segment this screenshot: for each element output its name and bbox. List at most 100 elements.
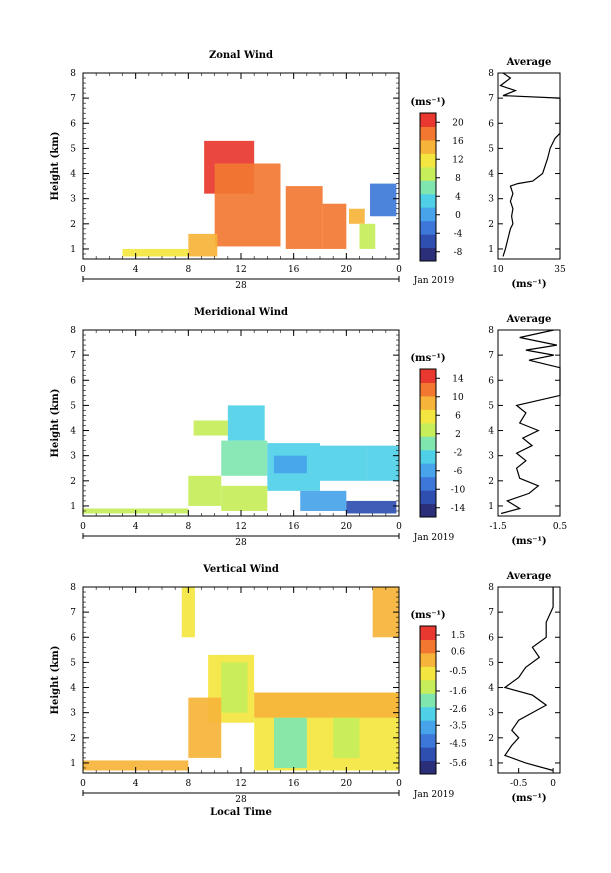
- heatmap-cell: [333, 717, 360, 758]
- profile-x-label: (ms⁻¹): [511, 279, 546, 290]
- profile-y-tick-label: 8: [488, 583, 494, 593]
- profile-y-tick-label: 4: [488, 684, 494, 694]
- profile-y-tick-label: 2: [488, 477, 494, 487]
- y-tick-label: 7: [70, 351, 76, 361]
- y-tick-label: 6: [70, 119, 76, 129]
- colorbar-swatch: [420, 706, 436, 721]
- profile-y-tick-label: 4: [488, 170, 494, 180]
- heatmap-cell: [370, 183, 397, 217]
- heatmap-cell: [83, 760, 189, 771]
- profile-line: [503, 587, 554, 772]
- colorbar-swatch: [420, 490, 436, 505]
- colorbar-swatch: [420, 463, 436, 478]
- colorbar-tick-label: 4: [455, 192, 461, 202]
- heatmap-cell: [359, 223, 376, 249]
- profile-y-tick-label: 8: [488, 69, 494, 79]
- heatmap-cell: [214, 163, 281, 247]
- profile-title: Average: [506, 571, 552, 582]
- colorbar-swatch: [420, 369, 436, 383]
- profile-y-tick-label: 3: [488, 195, 494, 205]
- heatmap-cell: [346, 500, 397, 514]
- x-tick-label: 12: [235, 779, 246, 789]
- month-label: Jan 2019: [413, 276, 455, 286]
- profile-y-tick-label: 3: [488, 452, 494, 462]
- profile-line: [500, 329, 561, 515]
- x-tick-label: 4: [133, 522, 139, 532]
- profile-x-tick-label: -0.5: [510, 779, 528, 789]
- colorbar-tick-label: 1.5: [451, 631, 466, 641]
- colorbar-swatch: [420, 166, 436, 181]
- colorbar-swatch: [420, 679, 436, 694]
- colorbar-swatch: [420, 747, 436, 762]
- y-tick-label: 8: [70, 326, 76, 336]
- colorbar-tick-label: 12: [452, 155, 463, 165]
- x-tick-label: 16: [288, 522, 300, 532]
- heatmap-cell: [254, 692, 399, 718]
- x-tick-label: 8: [185, 265, 191, 275]
- month-label: Jan 2019: [413, 533, 455, 543]
- colorbar-swatch: [420, 113, 436, 127]
- colorbar-swatch: [420, 652, 436, 667]
- colorbar-swatch: [420, 139, 436, 154]
- profile-y-tick-label: 2: [488, 734, 494, 744]
- panel-title: Meridional Wind: [194, 307, 288, 318]
- colorbar-tick-label: 16: [452, 137, 464, 147]
- x-tick-label: 0: [80, 522, 86, 532]
- colorbar-frame: [419, 112, 437, 262]
- y-tick-label: 3: [70, 195, 76, 205]
- profile-y-tick-label: 8: [488, 326, 494, 336]
- heatmap-cell: [181, 587, 195, 638]
- heatmap-cell: [188, 475, 222, 506]
- profile-y-tick-label: 5: [488, 144, 494, 154]
- x-tick-label: 12: [235, 522, 246, 532]
- colorbar-frame: [419, 625, 437, 775]
- heatmap-cell: [366, 445, 399, 481]
- colorbar-swatch: [420, 693, 436, 708]
- colorbar-swatch: [420, 409, 436, 424]
- x-tick-label: 8: [185, 779, 191, 789]
- profile-x-label: (ms⁻¹): [511, 536, 546, 547]
- x-tick-label: 20: [341, 779, 353, 789]
- x-tick-label: 0: [80, 265, 86, 275]
- colorbar-swatch: [420, 666, 436, 681]
- profile-frame: [497, 586, 561, 774]
- profile-y-tick-label: 6: [488, 119, 494, 129]
- panel-title: Zonal Wind: [209, 50, 273, 61]
- profile-y-tick-label: 4: [488, 427, 494, 437]
- x-tick-label: 0: [80, 779, 86, 789]
- colorbar-frame: [419, 368, 437, 518]
- y-tick-label: 5: [70, 658, 76, 668]
- colorbar-swatch: [420, 626, 436, 640]
- colorbar-tick-label: -0.5: [449, 667, 467, 677]
- heatmap-cell: [193, 420, 228, 436]
- y-tick-label: 7: [70, 608, 76, 618]
- y-tick-label: 4: [70, 170, 76, 180]
- x-tick-label: 16: [288, 779, 300, 789]
- colorbar-swatch: [420, 503, 436, 518]
- profile-x-tick-label: -1.5: [489, 522, 507, 532]
- y-tick-label: 5: [70, 144, 76, 154]
- profile-y-tick-label: 1: [488, 502, 494, 512]
- colorbar-swatch: [420, 395, 436, 410]
- colorbar-swatch: [420, 436, 436, 451]
- heatmap-cell: [221, 440, 268, 476]
- colorbar-tick-label: 8: [455, 174, 461, 184]
- colorbar-unit: (ms⁻¹): [410, 610, 445, 621]
- profile-title: Average: [506, 57, 552, 68]
- profile-title: Average: [506, 314, 552, 325]
- y-tick-label: 6: [70, 633, 76, 643]
- month-label: Jan 2019: [413, 790, 455, 800]
- colorbar-swatch: [420, 476, 436, 491]
- y-tick-label: 2: [70, 220, 76, 230]
- colorbar-swatch: [420, 382, 436, 397]
- colorbar-swatch: [420, 449, 436, 464]
- x-tick-label: 16: [288, 265, 300, 275]
- profile-y-tick-label: 6: [488, 633, 494, 643]
- heatmap-cell: [285, 186, 323, 249]
- colorbar-tick-label: 14: [452, 374, 464, 384]
- colorbar-swatch: [420, 234, 436, 249]
- colorbar-swatch: [420, 153, 436, 168]
- colorbar-unit: (ms⁻¹): [410, 97, 445, 108]
- colorbar-tick-label: -4: [454, 229, 463, 239]
